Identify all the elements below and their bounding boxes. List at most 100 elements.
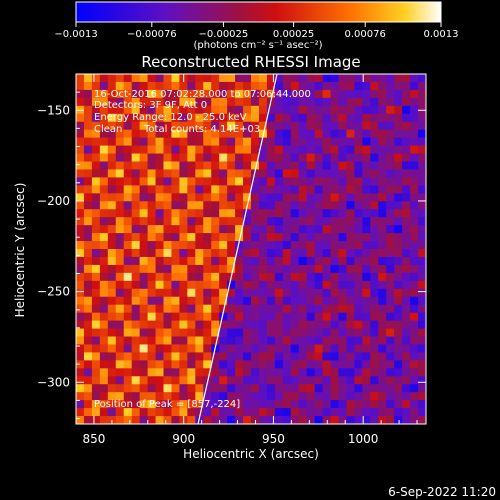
heatmap-cell (227, 105, 236, 115)
heatmap-cell (386, 113, 395, 123)
heatmap-cell (410, 217, 419, 226)
heatmap-cell (330, 201, 340, 210)
heatmap-cell (370, 360, 379, 369)
heatmap-cell (386, 336, 395, 346)
heatmap-cell (99, 81, 109, 91)
heatmap-cell (298, 312, 308, 322)
heatmap-cell (211, 320, 220, 330)
heatmap-cell (83, 288, 93, 298)
heatmap-cell (274, 105, 284, 115)
heatmap-cell (171, 304, 180, 314)
heatmap-cell (91, 336, 101, 346)
heatmap-cell (155, 249, 165, 258)
heatmap-cell (251, 81, 260, 91)
heatmap-cell (378, 193, 387, 202)
heatmap-cell (322, 400, 332, 409)
annotations: 16-Oct-2016 07:02:28.000 to 07:06:44.000… (94, 89, 311, 410)
heatmap-cell (171, 264, 180, 274)
heatmap-cell (274, 145, 284, 155)
heatmap-cell (123, 352, 133, 361)
heatmap-cell (76, 296, 85, 306)
heatmap-cell (330, 336, 340, 346)
heatmap-cell (298, 121, 308, 131)
heatmap-cell (266, 193, 276, 202)
heatmap-cell (282, 280, 292, 290)
heatmap-cell (330, 360, 340, 369)
heatmap-cell (203, 288, 212, 298)
heatmap-cell (314, 249, 324, 258)
heatmap-cell (227, 264, 236, 274)
heatmap-cell (76, 264, 85, 274)
heatmap-cell (402, 185, 411, 194)
heatmap-cell (107, 97, 117, 107)
heatmap-cell (179, 185, 188, 194)
heatmap-cell (243, 129, 252, 139)
heatmap-cell (203, 249, 212, 258)
heatmap-cell (155, 233, 165, 242)
heatmap-cell (282, 233, 292, 242)
heatmap-cell (314, 392, 324, 401)
heatmap-cell (282, 312, 292, 322)
x-axis-label: Heliocentric X (arcsec) (183, 447, 319, 461)
heatmap-cell (386, 161, 395, 171)
heatmap-cell (243, 368, 252, 377)
heatmap-cell (171, 360, 180, 369)
heatmap-cell (266, 129, 276, 139)
heatmap-cell (386, 328, 395, 338)
heatmap-cell (107, 344, 117, 353)
heatmap-cell (171, 352, 180, 361)
heatmap-cell (410, 256, 419, 266)
heatmap-cell (330, 89, 340, 99)
heatmap-cell (258, 97, 268, 107)
heatmap-cell (266, 272, 276, 282)
heatmap-cell (330, 113, 340, 123)
heatmap-cell (370, 121, 379, 131)
heatmap-cell (155, 105, 165, 115)
heatmap-cell (219, 416, 228, 424)
heatmap-cell (386, 408, 395, 417)
heatmap-cell (274, 320, 284, 330)
heatmap-cell (115, 201, 125, 210)
heatmap-cell (187, 368, 196, 377)
heatmap-cell (123, 256, 133, 266)
heatmap-cell (338, 296, 348, 306)
heatmap-cell (298, 296, 308, 306)
heatmap-cell (298, 81, 308, 91)
heatmap-cell (362, 169, 371, 178)
heatmap-cell (99, 360, 109, 369)
heatmap-cell (219, 233, 228, 242)
heatmap-cell (266, 360, 276, 369)
heatmap-cell (76, 145, 85, 155)
heatmap-cell (147, 256, 157, 266)
heatmap-cell (258, 264, 268, 274)
heatmap-cell (330, 344, 340, 353)
heatmap-cell (290, 376, 300, 385)
heatmap-cell (131, 312, 141, 322)
heatmap-cell (274, 81, 284, 91)
heatmap-cell (306, 416, 316, 424)
heatmap-cell (139, 249, 149, 258)
heatmap-cell (346, 392, 355, 401)
heatmap-cell (243, 384, 252, 393)
heatmap-cell (298, 280, 308, 290)
heatmap-cell (394, 121, 403, 131)
heatmap-cell (402, 320, 411, 330)
heatmap-cell (235, 201, 244, 210)
heatmap-cell (362, 256, 371, 266)
heatmap-cell (147, 233, 157, 242)
heatmap-cell (306, 296, 316, 306)
heatmap-cell (123, 97, 133, 107)
heatmap-cell (211, 161, 220, 171)
heatmap-cell (203, 264, 212, 274)
heatmap-cell (179, 320, 188, 330)
heatmap-cell (418, 392, 426, 401)
heatmap-cell (155, 272, 165, 282)
heatmap-cell (314, 145, 324, 155)
heatmap-cell (163, 129, 173, 139)
heatmap-cell (171, 368, 180, 377)
heatmap-cell (139, 296, 149, 306)
heatmap-cell (338, 177, 348, 186)
heatmap-cell (203, 312, 212, 322)
heatmap-cell (282, 193, 292, 202)
heatmap-cell (354, 384, 363, 393)
